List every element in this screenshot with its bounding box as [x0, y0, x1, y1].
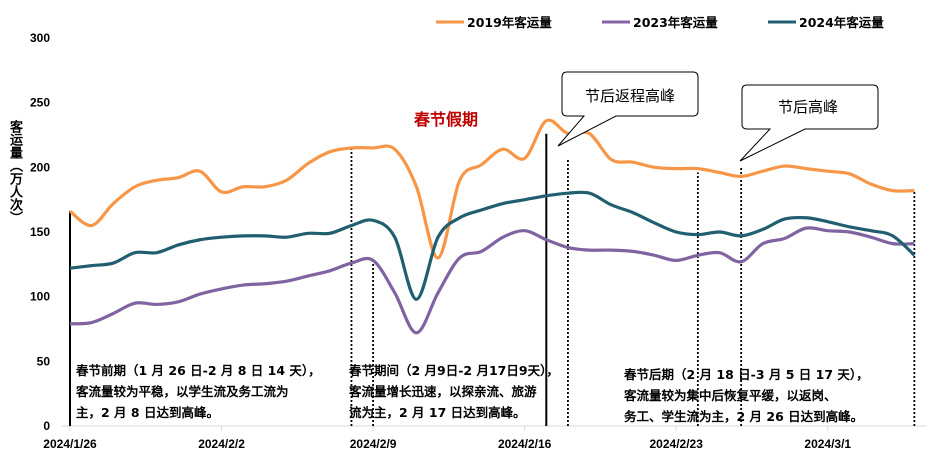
y-tick-label: 0 — [43, 419, 50, 433]
legend: 2019年客运量 2023年客运量 2024年客运量 — [436, 15, 884, 30]
x-tick-label: 2024/2/23 — [650, 437, 704, 451]
y-tick-label: 100 — [30, 290, 50, 304]
legend-label: 2019年客运量 — [467, 15, 552, 30]
callout-post-peak-bubble — [739, 84, 879, 162]
y-tick-label: 150 — [30, 225, 50, 239]
callout-post-peak: 节后高峰 — [739, 84, 879, 162]
callout-return-peak: 节后返程高峰 — [557, 71, 699, 147]
series-line-2019 — [69, 118, 915, 260]
x-tick-label: 2024/2/2 — [198, 437, 245, 451]
legend-label: 2024年客运量 — [799, 15, 884, 30]
x-tick-label: 2024/3/1 — [804, 437, 851, 451]
x-tick-label: 2024/1/26 — [43, 437, 97, 451]
series-group — [69, 118, 916, 335]
y-tick-label: 300 — [30, 31, 50, 45]
period-lines — [69, 133, 916, 426]
y-tick-label: 50 — [37, 354, 51, 368]
legend-item: 2024年客运量 — [768, 15, 884, 30]
callout-return-peak-text: 节后返程高峰 — [585, 87, 675, 105]
legend-item: 2023年客运量 — [602, 15, 718, 30]
y-tick-label: 250 — [30, 96, 50, 110]
y-tick-label: 200 — [30, 160, 50, 174]
x-tick-label: 2024/2/9 — [350, 437, 397, 451]
period-note-during: 春节期间（2 月9日-2 月17日9天）， 客流量增长迅速，以探亲流、旅游 流为… — [349, 363, 559, 420]
legend-item: 2019年客运量 — [436, 15, 552, 30]
series-line-2023 — [69, 226, 915, 335]
callout-return-peak-bubble — [557, 71, 699, 147]
callout-post-peak-text: 节后高峰 — [778, 98, 838, 116]
y-axis-label: 客运量（万人次） — [7, 120, 22, 224]
x-tick-label: 2024/2/16 — [498, 437, 552, 451]
legend-label: 2023年客运量 — [633, 15, 718, 30]
axes: 2024/1/26 2024/2/2 2024/2/9 2024/2/16 2024/2… — [30, 31, 927, 451]
series-line-2024 — [69, 190, 916, 301]
period-note-post: 春节后期（2 月 18 日-3 月 5 日 17 天）， 客流量较为集中后恢复平… — [624, 367, 869, 424]
holiday-label: 春节假期 — [414, 110, 479, 129]
callouts: 节后返程高峰 节后高峰 — [557, 71, 879, 162]
period-note-pre: 春节前期（1 月 26 日-2 月 8 日 14 天）， 客流量较为平稳，以学生… — [76, 363, 321, 420]
